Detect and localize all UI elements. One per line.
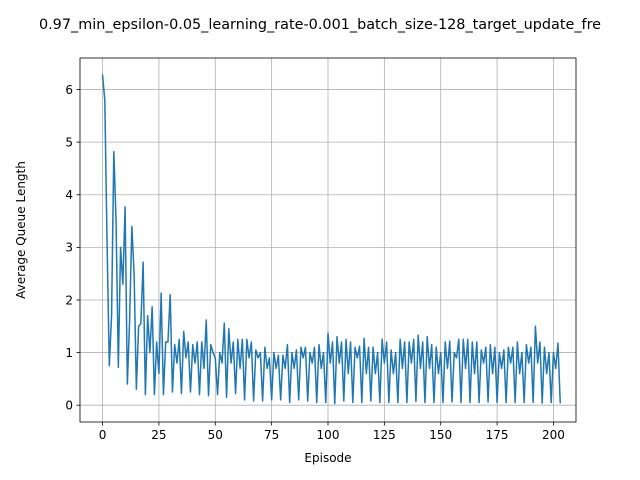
x-tick-label: 50: [208, 428, 223, 442]
y-tick-label: 4: [65, 188, 73, 202]
x-tick-label: 125: [373, 428, 396, 442]
y-axis-ticks: 0 1 2 3 4 5 6: [65, 83, 80, 412]
y-axis-label: Average Queue Length: [14, 161, 28, 299]
x-tick-label: 25: [151, 428, 166, 442]
x-tick-label: 150: [429, 428, 452, 442]
y-tick-label: 3: [65, 241, 73, 255]
plot-frame: [79, 57, 577, 423]
x-axis-ticks: 0 25 50 75 100 125 150 175 200: [99, 422, 565, 442]
x-tick-label: 0: [99, 428, 107, 442]
x-tick-label: 175: [486, 428, 509, 442]
y-tick-label: 5: [65, 135, 73, 149]
x-axis-label: Episode: [304, 451, 351, 465]
chart-title: 0.97_min_epsilon-0.05_learning_rate-0.00…: [39, 17, 601, 33]
y-tick-label: 1: [65, 346, 73, 360]
series-line: [101, 74, 561, 405]
x-tick-label: 75: [264, 428, 279, 442]
y-tick-label: 0: [65, 398, 73, 412]
x-tick-label: 200: [542, 428, 565, 442]
y-tick-label: 2: [65, 293, 73, 307]
x-tick-label: 100: [317, 428, 340, 442]
y-tick-label: 6: [65, 83, 73, 97]
